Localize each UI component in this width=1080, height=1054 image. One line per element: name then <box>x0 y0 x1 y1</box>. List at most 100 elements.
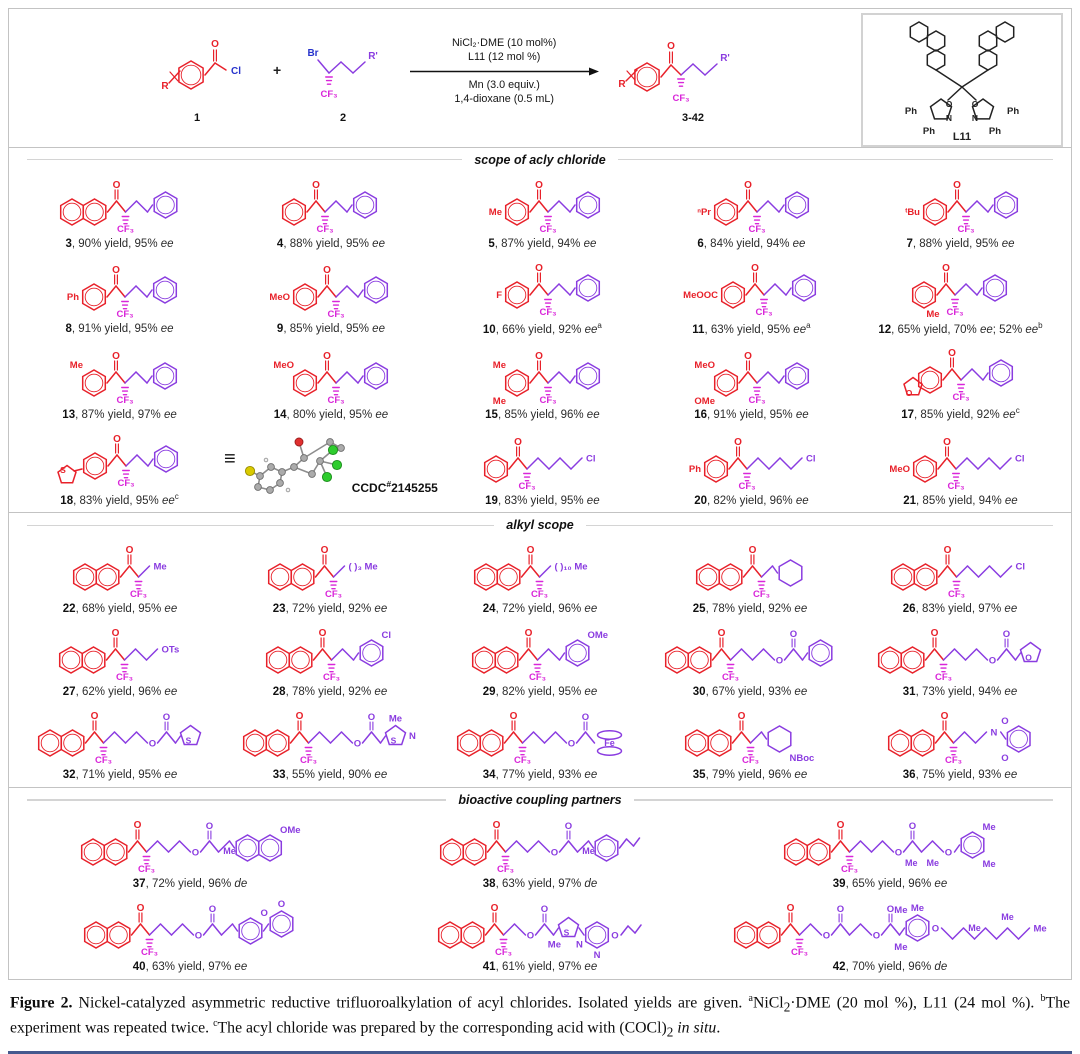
svg-text:O: O <box>786 903 794 914</box>
divider-line <box>617 158 1054 161</box>
svg-text:Cl: Cl <box>1015 453 1025 464</box>
compound-label-7: 7, 88% yield, 95% ee <box>906 237 1015 250</box>
compound-cell-30: O CF₃ O O 30, 67% yield, 93% ee <box>645 617 855 700</box>
structure-4: O CF₃ <box>275 170 386 238</box>
svg-text:CF₃: CF₃ <box>841 864 858 875</box>
structure-41: O CF₃ O O S Me N N O <box>431 893 649 961</box>
svg-text:O: O <box>163 712 170 723</box>
compound-cell-28: O CF₃ Cl 28, 78% yield, 92% ee <box>225 617 435 700</box>
compound-cell-9: MeO O CF₃ 9, 85% yield, 95% ee <box>224 252 438 338</box>
svg-text:O: O <box>112 265 120 276</box>
structure-36: O CF₃ N O O <box>881 701 1040 769</box>
svg-text:CF₃: CF₃ <box>130 589 147 600</box>
structure-24: O CF₃ ( )₁₀ Me <box>467 535 613 603</box>
structure-8: Ph O CF₃ <box>53 255 186 323</box>
svg-text:CF₃: CF₃ <box>324 589 341 600</box>
svg-text:O: O <box>261 908 268 919</box>
svg-text:ⁿPr: ⁿPr <box>697 207 711 218</box>
svg-text:O: O <box>1001 753 1008 764</box>
svg-text:CF₃: CF₃ <box>321 89 338 100</box>
compound-label-41: 41, 61% yield, 97% ee <box>482 960 598 973</box>
svg-text:Me: Me <box>1033 923 1046 934</box>
compound-cell-18: S O CF₃ 18, 83% yield, 95% eec <box>15 423 224 509</box>
svg-text:Cl: Cl <box>586 453 596 464</box>
compound-label-30: 30, 67% yield, 93% ee <box>692 686 808 699</box>
svg-text:S: S <box>391 736 397 746</box>
svg-text:CF₃: CF₃ <box>519 481 536 492</box>
svg-text:O: O <box>948 348 956 359</box>
svg-text:Me: Me <box>910 903 923 914</box>
svg-text:CF₃: CF₃ <box>944 755 961 766</box>
structure-31: O CF₃ O O O <box>871 618 1049 686</box>
svg-text:S: S <box>60 465 66 475</box>
svg-text:O: O <box>205 821 212 832</box>
svg-text:O: O <box>822 930 829 941</box>
svg-text:Me: Me <box>70 360 83 371</box>
svg-text:Me: Me <box>1001 912 1014 922</box>
svg-text:Me: Me <box>894 905 907 916</box>
svg-text:CF₃: CF₃ <box>514 755 531 766</box>
svg-text:Me: Me <box>983 822 996 833</box>
svg-text:O: O <box>564 821 571 832</box>
svg-text:N: N <box>972 113 978 123</box>
structure-23: O CF₃ ( )₃ Me <box>261 535 400 603</box>
svg-text:O: O <box>718 628 726 639</box>
structure-28: O CF₃ Cl <box>259 618 402 686</box>
svg-text:O: O <box>527 545 535 556</box>
svg-text:Me: Me <box>926 309 939 320</box>
svg-text:O: O <box>611 930 618 941</box>
svg-text:O: O <box>354 739 361 750</box>
svg-text:CF₃: CF₃ <box>790 947 807 958</box>
equivalence-icon: ≡ <box>224 448 236 471</box>
svg-text:Ph: Ph <box>1007 106 1019 117</box>
svg-text:L11: L11 <box>953 131 971 143</box>
svg-text:O: O <box>320 545 328 556</box>
compound-label-38: 38, 63% yield, 97% de <box>482 877 598 890</box>
svg-text:Cl: Cl <box>231 66 241 77</box>
svg-text:O: O <box>735 437 743 448</box>
svg-text:CF₃: CF₃ <box>496 864 513 875</box>
section-alkyl-scope: alkyl scope O CF₃ Me 22, 68% yield, 95% ee O… <box>8 512 1072 789</box>
compound-cell-21: MeO O CF₃ Cl 21, 85% yield, 94% ee <box>856 423 1065 509</box>
svg-text:Me: Me <box>493 360 506 371</box>
svg-text:O: O <box>989 656 996 667</box>
svg-text:O: O <box>836 904 843 915</box>
structure-16: MeO OMe O CF₃ <box>685 341 818 409</box>
section-title-row: alkyl scope <box>27 518 1053 532</box>
svg-text:CF₃: CF₃ <box>748 224 765 235</box>
compound-cell-38: O CF₃ O O Me 38, 63% yield, 97% de <box>365 809 715 892</box>
structure-26: O CF₃ Cl <box>884 535 1036 603</box>
compound-label-37: 37, 72% yield, 96% de <box>132 877 248 890</box>
compound-label-17: 17, 85% yield, 92% eec <box>901 406 1020 422</box>
svg-text:O: O <box>886 904 893 915</box>
compound-cell-35: O CF₃ NBoc 35, 79% yield, 96% ee <box>645 700 855 783</box>
product-structure-3-42: R O CF₃ R' 3-42 <box>615 29 743 127</box>
svg-text:O: O <box>944 545 952 556</box>
compound-label-10: 10, 66% yield, 92% eea <box>482 320 602 336</box>
svg-text:Cl: Cl <box>381 630 391 641</box>
svg-text:O: O <box>535 180 543 191</box>
svg-text:O: O <box>953 180 961 191</box>
compound-label-8: 8, 91% yield, 95% ee <box>65 323 174 336</box>
compound-label-24: 24, 72% yield, 96% ee <box>482 603 598 616</box>
svg-text:Ph: Ph <box>689 464 701 475</box>
svg-text:CF₃: CF₃ <box>539 307 556 318</box>
compound-cell-26: O CF₃ Cl 26, 83% yield, 97% ee <box>855 534 1065 617</box>
compound-grid: O CF₃ Me 22, 68% yield, 95% ee O CF₃ ( )₃ Me 23… <box>15 534 1065 783</box>
structure-17: O O CF₃ <box>899 338 1022 406</box>
svg-text:OMe: OMe <box>588 630 609 641</box>
figure-2: R O Cl 1 + Br CF₃ R' 2 NiCl₂·DME (10 mol%) L11… <box>8 8 1072 1054</box>
svg-text:Me: Me <box>968 923 981 933</box>
svg-text:CF₃: CF₃ <box>539 395 556 406</box>
compound-cell-5: Me O CF₃ 5, 87% yield, 94% ee <box>438 169 647 252</box>
structure-30: O CF₃ O O <box>658 618 842 686</box>
compound-label-34: 34, 77% yield, 93% ee <box>482 769 598 782</box>
svg-text:CF₃: CF₃ <box>673 93 690 104</box>
svg-text:O: O <box>872 930 879 941</box>
svg-text:Ph: Ph <box>905 106 917 117</box>
compound-label-14: 14, 80% yield, 95% ee <box>273 409 389 422</box>
svg-text:O: O <box>790 629 797 640</box>
svg-text:O: O <box>191 847 198 858</box>
ccdc-block: ≡ CCDC#2145255 <box>224 423 438 509</box>
svg-text:O: O <box>744 180 752 191</box>
